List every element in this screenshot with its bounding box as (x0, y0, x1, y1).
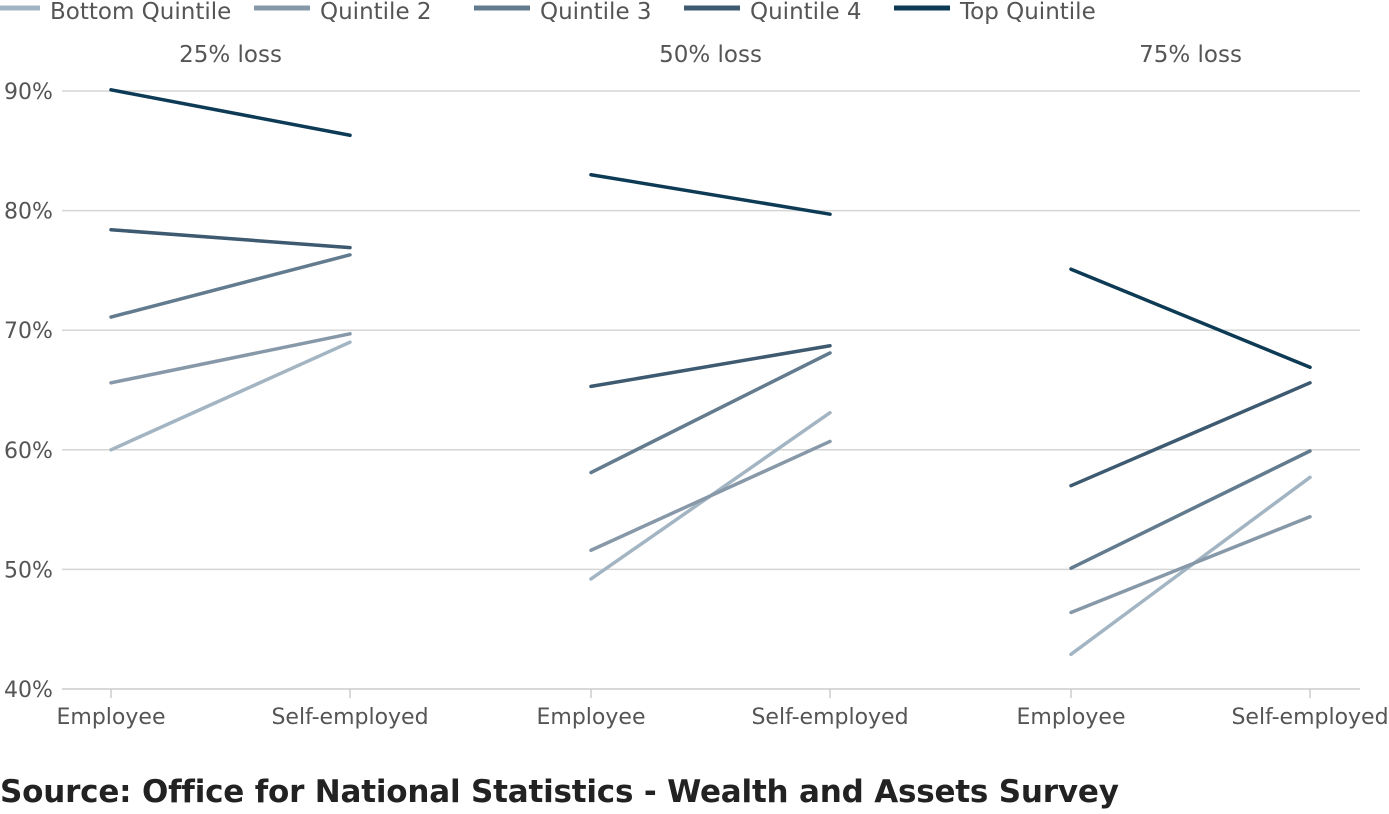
y-tick-label: 80% (4, 200, 53, 225)
series-line (589, 351, 832, 475)
x-tick-label: Employee (1017, 705, 1126, 730)
panel-title: 50% loss (659, 42, 762, 68)
y-axis: 40% 50% 60% 70% 80% 90% (4, 80, 53, 703)
series-line (109, 227, 352, 250)
x-tick-label: Employee (57, 705, 166, 730)
panel: 50% loss Employee Self-employed (537, 42, 909, 730)
panel: 25% loss Employee Self-employed (57, 42, 429, 730)
legend: Bottom Quintile Quintile 2 Quintile 3 Quint… (0, 0, 1096, 25)
legend-label: Top Quintile (959, 0, 1096, 25)
panel-title: 75% loss (1139, 42, 1242, 68)
y-tick-label: 90% (4, 80, 53, 105)
series-line (1069, 449, 1312, 570)
gridlines (62, 90, 1360, 690)
legend-label: Quintile 3 (540, 0, 652, 25)
x-tick-label: Self-employed (271, 705, 428, 730)
y-tick-label: 70% (4, 319, 53, 344)
series-line (109, 88, 352, 138)
y-tick-label: 60% (4, 439, 53, 464)
legend-item: Quintile 2 (254, 0, 432, 25)
series-line (1069, 515, 1312, 615)
series-line (589, 343, 832, 389)
panel: 75% loss Employee Self-employed (1017, 42, 1389, 730)
legend-item: Top Quintile (894, 0, 1096, 25)
legend-item: Quintile 4 (684, 0, 862, 25)
legend-label: Quintile 4 (750, 0, 862, 25)
panel-title: 25% loss (179, 42, 282, 68)
series-line (1069, 267, 1312, 370)
slope-chart: Bottom Quintile Quintile 2 Quintile 3 Quint… (0, 0, 1389, 730)
y-tick-label: 50% (4, 558, 53, 583)
legend-label: Bottom Quintile (50, 0, 231, 25)
legend-item: Quintile 3 (474, 0, 652, 25)
y-tick-label: 40% (4, 678, 53, 703)
panels: 25% loss Employee Self-employed 50% loss Emp… (57, 42, 1389, 730)
series-line (1069, 381, 1312, 488)
x-tick-label: Employee (537, 705, 646, 730)
series-line (109, 340, 352, 452)
source-note: Source: Office for National Statistics -… (0, 774, 1119, 810)
x-tick-label: Self-employed (751, 705, 908, 730)
series-line (589, 439, 832, 553)
legend-item: Bottom Quintile (0, 0, 231, 25)
x-tick-label: Self-employed (1231, 705, 1388, 730)
series-line (109, 332, 352, 385)
legend-label: Quintile 2 (320, 0, 432, 25)
series-line (589, 172, 832, 216)
series-line (109, 253, 352, 319)
